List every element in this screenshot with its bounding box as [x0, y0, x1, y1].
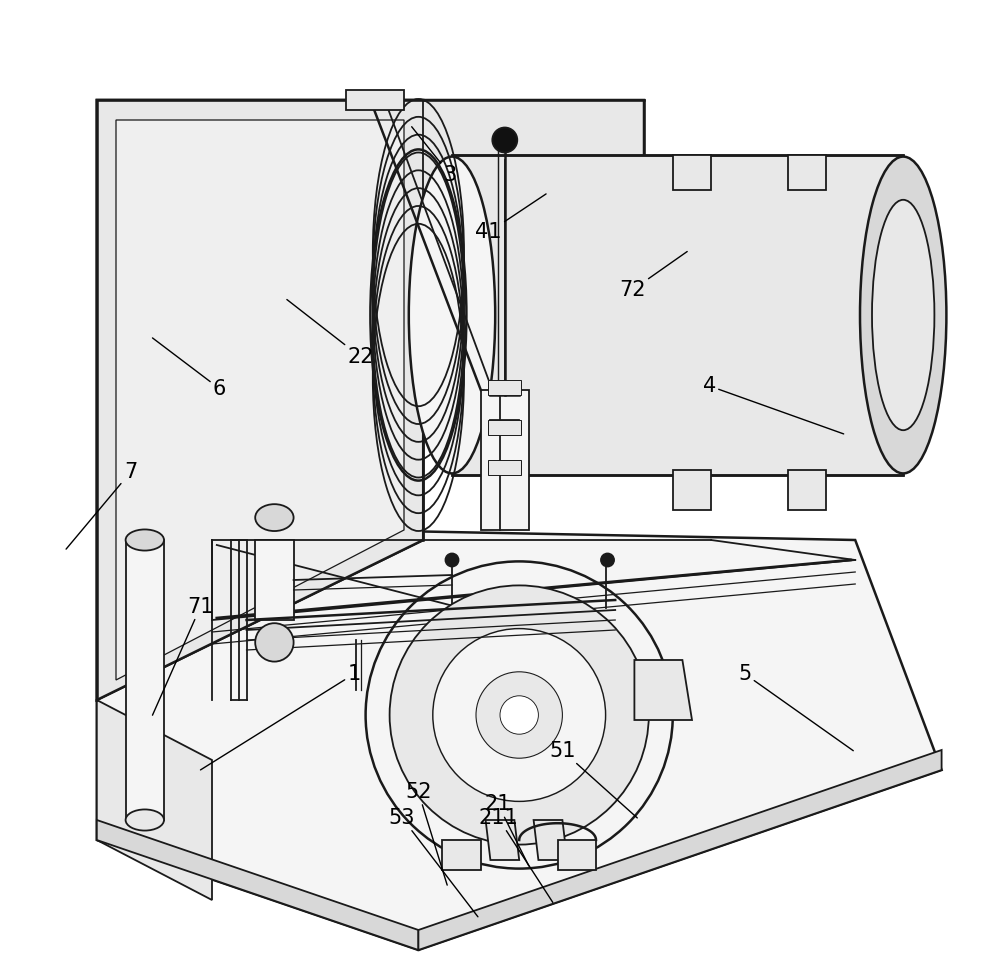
Ellipse shape: [126, 530, 164, 551]
Polygon shape: [97, 700, 212, 900]
Polygon shape: [97, 100, 423, 700]
Circle shape: [601, 553, 614, 566]
Circle shape: [445, 553, 459, 566]
Ellipse shape: [500, 696, 538, 734]
Text: 211: 211: [478, 808, 553, 902]
Text: 1: 1: [200, 664, 361, 770]
Polygon shape: [418, 750, 942, 950]
Text: 5: 5: [738, 664, 853, 751]
Polygon shape: [634, 660, 692, 720]
Text: 21: 21: [485, 795, 529, 866]
Polygon shape: [488, 420, 521, 435]
Polygon shape: [452, 155, 903, 475]
Polygon shape: [116, 120, 404, 680]
Ellipse shape: [126, 809, 164, 830]
Polygon shape: [442, 840, 481, 870]
Polygon shape: [534, 820, 567, 860]
Ellipse shape: [860, 156, 946, 473]
Text: 6: 6: [152, 338, 226, 398]
Polygon shape: [126, 540, 164, 820]
Ellipse shape: [366, 562, 673, 869]
Polygon shape: [673, 470, 711, 510]
Polygon shape: [486, 820, 519, 860]
Text: 4: 4: [703, 376, 844, 434]
Polygon shape: [488, 460, 521, 475]
Text: 53: 53: [389, 808, 478, 917]
Ellipse shape: [476, 672, 562, 758]
Text: 71: 71: [152, 597, 214, 715]
Polygon shape: [346, 90, 404, 110]
Polygon shape: [97, 820, 418, 950]
Ellipse shape: [872, 200, 934, 430]
Polygon shape: [788, 155, 826, 190]
Ellipse shape: [255, 623, 294, 661]
Ellipse shape: [409, 156, 495, 473]
Circle shape: [492, 128, 517, 153]
Text: 52: 52: [405, 782, 447, 885]
Polygon shape: [481, 390, 529, 530]
Ellipse shape: [390, 586, 649, 845]
Polygon shape: [97, 100, 644, 700]
Polygon shape: [255, 540, 294, 620]
Polygon shape: [788, 470, 826, 510]
Text: 7: 7: [66, 463, 137, 549]
Text: 22: 22: [287, 300, 374, 367]
Polygon shape: [558, 840, 596, 870]
Text: 72: 72: [619, 252, 687, 300]
Text: 51: 51: [549, 741, 637, 818]
Polygon shape: [488, 380, 521, 395]
Polygon shape: [97, 530, 942, 950]
Ellipse shape: [255, 504, 294, 531]
Text: 3: 3: [412, 127, 457, 184]
Polygon shape: [673, 155, 711, 190]
Ellipse shape: [433, 629, 606, 802]
Text: 41: 41: [475, 194, 546, 242]
